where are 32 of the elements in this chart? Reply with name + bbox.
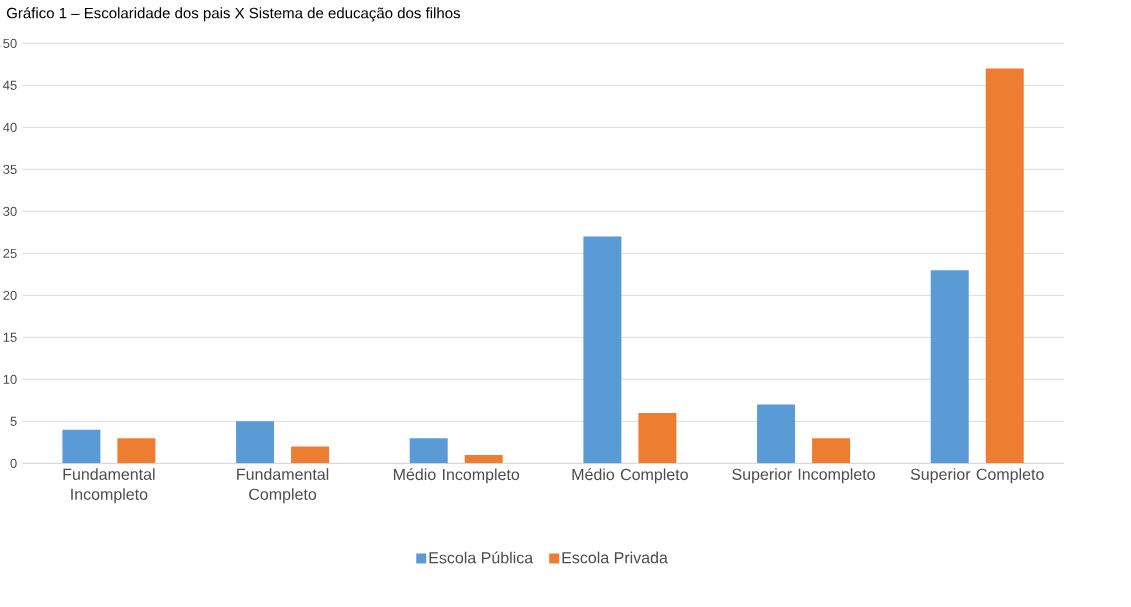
y-tick-label: 0 [10, 458, 17, 468]
y-tick-label: 5 [10, 416, 17, 426]
x-tick-label: Médio Completo [572, 468, 688, 484]
chart-title: Gráfico 1 – Escolaridade dos pais X Sistema de educação dos filhos [6, 7, 461, 22]
bar [583, 236, 622, 464]
x-tick-label: Superior Completo [910, 468, 1044, 484]
y-tick-label: 30 [3, 206, 17, 216]
bar [117, 438, 156, 464]
bar [930, 270, 969, 464]
x-tick-label: Fundamental Completo [237, 468, 329, 504]
bar [409, 438, 448, 464]
y-tick-label: 45 [3, 80, 17, 90]
y-tick-label: 40 [3, 122, 17, 132]
y-tick-label: 20 [3, 290, 17, 300]
bar [757, 404, 796, 464]
bar [236, 421, 275, 464]
bar [464, 454, 503, 464]
x-tick-label: Médio Incompleto [393, 468, 520, 484]
bar [62, 429, 101, 464]
y-tick-label: 50 [3, 38, 17, 48]
bar [985, 68, 1024, 464]
bar [812, 438, 851, 464]
y-tick-label: 15 [3, 332, 17, 342]
bar [291, 446, 330, 464]
y-tick-label: 25 [3, 248, 17, 258]
y-tick-label: 10 [3, 374, 17, 384]
x-tick-label: Superior Incompleto [732, 468, 875, 484]
x-tick-label: Fundamental Incompleto [63, 468, 155, 504]
y-tick-label: 35 [3, 164, 17, 174]
bar [638, 412, 677, 464]
legend-label: Escola Pública [429, 551, 534, 564]
legend-label: Escola Privada [562, 551, 668, 564]
